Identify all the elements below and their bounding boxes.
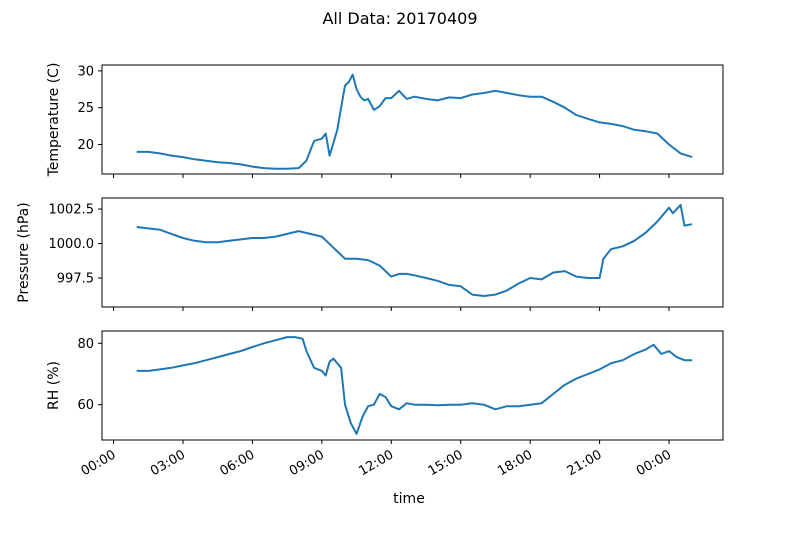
figure-title: All Data: 20170409 xyxy=(322,9,477,28)
y-axis-label: Pressure (hPa) xyxy=(16,202,32,302)
x-tick-label: 18:00 xyxy=(495,447,535,479)
subplot-2: 997.5 1000.0 1002.5 Pressure (hPa) xyxy=(16,197,724,311)
x-tick-label: 15:00 xyxy=(426,447,466,479)
y-axis-label: Temperature (C) xyxy=(46,63,62,178)
y-tick-label: 80 xyxy=(77,337,94,352)
y-tick-label: 1000.0 xyxy=(49,237,95,252)
x-tick-label: 00:00 xyxy=(634,447,674,479)
y-tick-label: 1002.5 xyxy=(49,203,95,218)
series-line xyxy=(136,203,693,297)
y-tick-label: 997.5 xyxy=(57,272,94,287)
subplot-1: 20 25 30 Temperature (C) xyxy=(46,63,724,178)
y-tick-label: 25 xyxy=(77,101,94,116)
axes-frame xyxy=(101,64,724,175)
y-tick-label: 20 xyxy=(77,138,94,153)
axes-frame xyxy=(101,330,724,441)
series-line xyxy=(136,336,693,435)
x-tick-label: 09:00 xyxy=(287,447,327,479)
subplot-3: 60 80 RH (%) xyxy=(46,330,724,444)
x-tick-label: 00:00 xyxy=(79,447,119,479)
y-tick-label: 30 xyxy=(77,64,94,79)
x-axis-label: time xyxy=(393,491,425,507)
subplots: 20 25 30 Temperature (C) 997.5 1000.0 1002.5 Pr… xyxy=(16,63,724,444)
x-tick-label: 03:00 xyxy=(148,447,188,479)
x-tick-label: 06:00 xyxy=(217,447,257,479)
x-tick-labels: 00:00 03:00 06:00 09:00 12:00 15:00 18:00 21:00… xyxy=(79,447,674,479)
axes-frame xyxy=(101,197,724,308)
x-tick-label: 12:00 xyxy=(356,447,396,479)
x-tick-label: 21:00 xyxy=(565,447,605,479)
y-tick-label: 60 xyxy=(77,398,94,413)
y-axis-label: RH (%) xyxy=(46,361,62,410)
series-line xyxy=(136,73,693,170)
